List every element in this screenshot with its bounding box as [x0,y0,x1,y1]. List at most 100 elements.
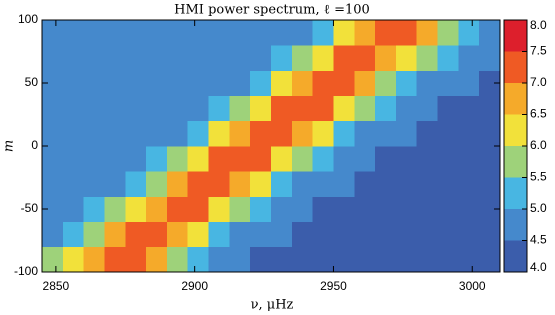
heatmap-cell [62,70,85,96]
heatmap-cell [229,171,251,197]
heatmap-cell [395,70,418,96]
heatmap-cell [395,45,418,71]
heatmap-cell [395,120,418,147]
heatmap-cell [146,70,168,96]
heatmap-cell [104,171,126,197]
heatmap-cell [42,146,64,172]
heatmap-cell [395,246,418,273]
heatmap-cell [125,120,147,147]
heatmap-cell [208,196,230,222]
heatmap-cell [42,196,64,222]
heatmap-cell [187,120,209,147]
heatmap-cell [42,246,64,273]
heatmap-cell [62,95,85,122]
x-tick-label: 2850 [43,279,70,293]
heatmap-cell [395,20,418,46]
colorbar-band [504,114,527,146]
y-tick-label: 50 [25,75,39,89]
colorbar-band [504,177,527,209]
heatmap-cell [375,221,397,248]
heatmap-cell [187,45,209,71]
heatmap-cell [395,95,418,122]
heatmap-cell [375,70,397,96]
heatmap-cell [375,120,397,147]
colorbar-tick-label: 5.5 [530,170,547,184]
heatmap-cell [104,196,126,222]
heatmap-cell [479,171,501,197]
heatmap-cell [375,45,397,71]
heatmap-cell [416,120,438,147]
heatmap-cell [166,70,189,96]
heatmap-cell [125,246,147,273]
heatmap-cell [354,146,376,172]
heatmap-cell [333,246,355,273]
heatmap-cell [208,171,230,197]
colorbar-band [504,209,527,241]
y-tick-label: 0 [31,138,38,152]
heatmap-cell [458,120,480,147]
heatmap-cell [208,246,230,273]
heatmap-cell [83,45,105,71]
heatmap-cell [312,70,334,96]
heatmap-cell [125,221,147,248]
colorbar-tick-label: 4.5 [530,233,547,247]
heatmap-cell [375,246,397,273]
heatmap-cell [250,20,272,46]
heatmap-cell [312,120,334,147]
heatmap-cell [125,146,147,172]
heatmap-cell [166,146,189,172]
heatmap-cell [437,196,459,222]
heatmap-cell [62,146,85,172]
heatmap-cell [458,221,480,248]
heatmap-cell [208,20,230,46]
heatmap-cell [229,70,251,96]
heatmap-cell [291,120,314,147]
heatmap-cell [104,70,126,96]
heatmap-cell [62,20,85,46]
heatmap-cell [375,171,397,197]
heatmap-cell [416,246,438,273]
heatmap-cell [333,196,355,222]
heatmap-cell [458,246,480,273]
heatmap-cell [354,45,376,71]
heatmap-cell [291,45,314,71]
heatmap-cell [187,221,209,248]
heatmap-cell [271,95,293,122]
heatmap-cell [208,70,230,96]
heatmap-cell [271,45,293,71]
heatmap-cell [479,70,501,96]
heatmap-cell [312,146,334,172]
heatmap-cell [416,196,438,222]
heatmap-cell [312,171,334,197]
heatmap-cell [333,95,355,122]
heatmap-cell [208,95,230,122]
colorbar-band [504,83,527,115]
heatmap-cell [104,120,126,147]
heatmap-cell [333,221,355,248]
heatmap-cell [416,20,438,46]
heatmap-cell [271,171,293,197]
heatmap-cell [416,45,438,71]
heatmap-cell [146,20,168,46]
heatmap-cell [62,120,85,147]
heatmap-cell [166,120,189,147]
heatmap-cell [83,221,105,248]
heatmap-cell [312,95,334,122]
heatmap-cell [458,20,480,46]
heatmap-cell [437,120,459,147]
heatmap-cell [354,221,376,248]
heatmap-cell [312,196,334,222]
colorbar-band [504,51,527,83]
heatmap-cell [229,95,251,122]
heatmap-cell [229,20,251,46]
heatmap-cell [42,70,64,96]
heatmap-cell [437,20,459,46]
heatmap-cell [333,171,355,197]
heatmap-cell [375,196,397,222]
heatmap-cell [250,120,272,147]
heatmap-cell [437,246,459,273]
heatmap-cell [125,95,147,122]
heatmap-cell [42,20,64,46]
heatmap-cell [83,146,105,172]
